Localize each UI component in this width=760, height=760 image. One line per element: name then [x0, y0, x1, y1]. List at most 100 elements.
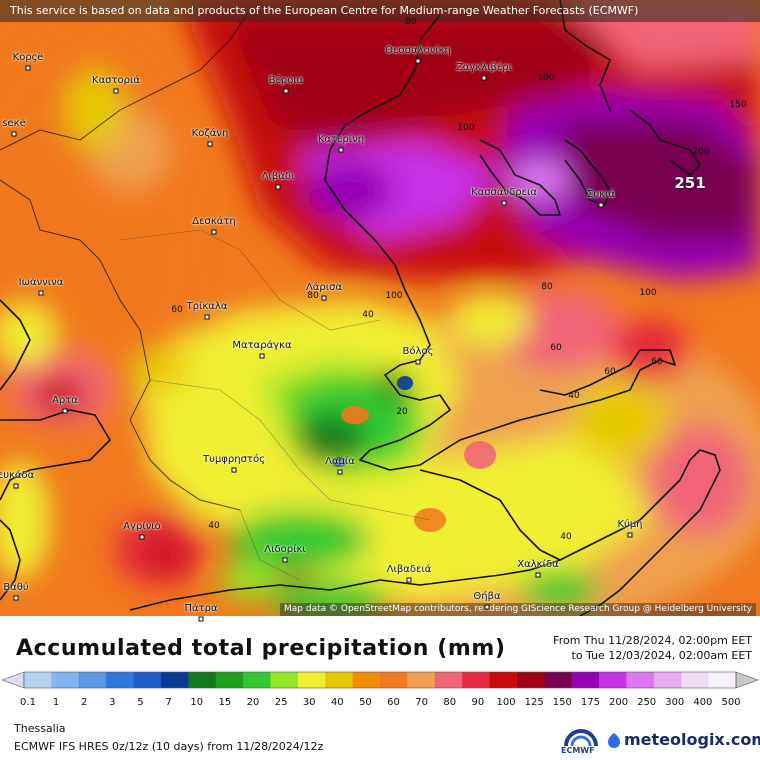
city-label: Καστοριά — [92, 75, 140, 86]
scale-tick-label: 175 — [580, 697, 600, 708]
scale-swatch — [626, 672, 655, 688]
scale-swatch — [24, 672, 52, 688]
scale-swatch — [51, 672, 80, 688]
scale-tick-label: 3 — [109, 697, 116, 708]
city-marker — [25, 65, 31, 71]
scale-tick-label: 1 — [52, 697, 60, 708]
city-label: Θήβα — [473, 591, 501, 602]
city-marker — [321, 295, 327, 301]
city-label: Τρίκαλα — [186, 301, 228, 312]
city-label: Λιβαδειά — [386, 564, 432, 575]
city-label: Βέροια — [268, 75, 304, 86]
city-marker — [535, 572, 541, 578]
isoline-label: 100 — [457, 123, 475, 133]
isoline-label: 20 — [396, 407, 408, 417]
city-marker — [283, 88, 289, 94]
scale-tick-label: 20 — [246, 697, 260, 708]
period-from: From Thu 11/28/2024, 02:00pm EET — [553, 634, 752, 647]
city-label: Κοζάνη — [191, 128, 229, 139]
isoline-label: 60 — [171, 305, 183, 315]
scale-tick-label: 5 — [137, 697, 144, 708]
city-marker — [484, 604, 490, 610]
scale-swatch — [297, 672, 326, 688]
meteologix-logo-icon — [608, 733, 620, 748]
city-marker — [259, 353, 265, 359]
city-marker — [211, 229, 217, 235]
isoline-label: 200 — [692, 147, 710, 157]
isoline-label: 60 — [604, 367, 616, 377]
isoline-label: 100 — [537, 73, 555, 83]
scale-swatch — [653, 672, 682, 688]
city-label: Λαμία — [325, 456, 355, 467]
city-marker — [415, 359, 421, 365]
period-to: to Tue 12/03/2024, 02:00am EET — [571, 649, 753, 662]
scale-tick-label: 30 — [302, 697, 316, 708]
city-marker — [204, 314, 210, 320]
scale-tick-label: 50 — [359, 697, 372, 708]
scale-swatch — [188, 672, 217, 688]
city-marker — [207, 141, 213, 147]
isoline-label: 40 — [362, 310, 374, 320]
scale-tick-label: 70 — [415, 697, 429, 708]
scale-swatch — [516, 672, 545, 688]
city-marker — [337, 469, 343, 475]
city-marker — [13, 595, 19, 601]
city-label: Κατερίνη — [317, 134, 365, 145]
scale-swatch — [352, 672, 381, 688]
isoline-label: 100 — [385, 291, 403, 301]
city-marker — [275, 184, 281, 190]
scale-tick-label: 400 — [693, 697, 713, 708]
isoline-label: 40 — [208, 521, 220, 531]
city-marker — [598, 202, 604, 208]
scale-swatch — [681, 672, 710, 688]
scale-swatch — [434, 672, 463, 688]
scale-tick-label: 125 — [524, 697, 544, 708]
city-label: Ιωάννινα — [18, 277, 64, 288]
scale-swatch — [160, 672, 189, 688]
ecmwf-logo-text: ECMWF — [561, 746, 595, 755]
isoline-label: 60 — [550, 343, 562, 353]
city-label: Βαθύ — [3, 582, 29, 593]
scale-swatch — [270, 672, 299, 688]
scale-swatch — [544, 672, 573, 688]
city-label: seкë — [2, 118, 26, 129]
city-marker — [13, 483, 19, 489]
city-label: Τυμφρηστός — [203, 454, 265, 465]
isoline-label: 40 — [568, 391, 580, 401]
city-label: Κύμη — [617, 519, 643, 530]
region-name: Thessalia — [14, 722, 66, 735]
isoline-label: 100 — [639, 288, 657, 298]
ecmwf-logo-icon — [564, 729, 598, 747]
city-marker — [38, 290, 44, 296]
city-label: Χαλκίδα — [517, 559, 559, 570]
city-label: ευκάδα — [0, 470, 35, 481]
city-label: Ζαγκλιβέρι — [455, 62, 513, 73]
city-label: Κασσάνδρεια — [471, 187, 537, 198]
city-marker — [481, 75, 487, 81]
scale-swatch — [599, 672, 627, 688]
scale-arrow-high — [735, 671, 759, 689]
city-marker — [113, 88, 119, 94]
scale-swatch — [407, 672, 436, 688]
city-label: Κορçë — [12, 52, 44, 63]
scale-tick-label: 2 — [81, 697, 88, 708]
isoline-label: 150 — [729, 100, 747, 110]
scale-tick-label: 90 — [471, 697, 485, 708]
scale-tick-label: 7 — [165, 697, 172, 708]
color-scale — [1, 671, 759, 689]
city-label: Λάρισα — [305, 282, 343, 293]
scale-tick-label: 0.1 — [20, 697, 36, 708]
isoline-label: 80 — [405, 17, 417, 27]
scale-arrow-low — [1, 671, 25, 689]
city-marker — [11, 131, 17, 137]
scale-swatch — [489, 672, 518, 688]
city-marker — [198, 616, 204, 622]
city-marker — [406, 577, 412, 583]
city-marker — [338, 147, 344, 153]
city-marker — [501, 200, 507, 206]
isoline-label: 80 — [541, 282, 553, 292]
scale-swatch — [462, 672, 491, 688]
city-marker — [415, 58, 421, 64]
city-marker — [627, 532, 633, 538]
city-label: Αρτα — [52, 395, 78, 406]
